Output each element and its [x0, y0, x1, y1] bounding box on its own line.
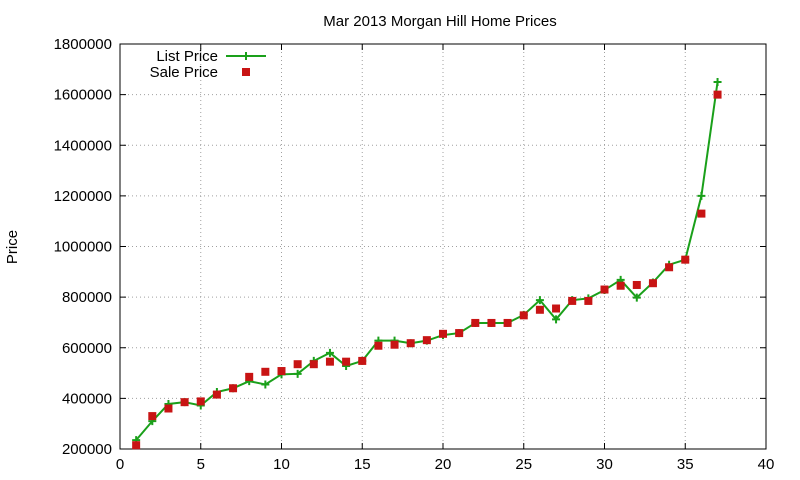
sale-price-point	[164, 404, 173, 413]
y-tick-label: 400000	[62, 390, 112, 407]
sale-price-point	[439, 329, 447, 338]
sale-price-point	[293, 360, 302, 369]
sale-price-point	[681, 255, 690, 264]
sale-price-point	[229, 384, 238, 393]
y-tick-label: 1600000	[54, 87, 112, 104]
legend-label-sale-price: Sale Price	[150, 64, 218, 81]
list-price-point	[261, 380, 270, 389]
list-price-point	[552, 315, 561, 324]
y-axis-label: Price	[4, 230, 21, 264]
sale-price-point	[422, 336, 431, 345]
list-price-line	[135, 81, 719, 441]
legend-plus-glyph	[242, 52, 250, 60]
sale-price-point	[148, 412, 157, 421]
series-layer	[132, 77, 722, 450]
y-tick-label: 200000	[62, 441, 112, 458]
sale-price-point	[632, 280, 641, 289]
sale-price-point	[584, 296, 593, 305]
list-price-point	[697, 191, 706, 200]
x-tick-label: 25	[515, 456, 532, 473]
y-tick-label: 1400000	[54, 137, 112, 154]
sale-price-point	[261, 367, 270, 376]
sale-price-point	[358, 356, 367, 365]
sale-price-point	[406, 339, 415, 348]
sale-price-point	[277, 367, 286, 376]
sale-price-point	[390, 340, 399, 349]
sale-price-point	[648, 279, 657, 288]
y-tick-label: 1200000	[54, 188, 112, 205]
legend-marker-list-price	[242, 52, 250, 60]
sale-price-point	[212, 390, 221, 399]
sale-price-point	[374, 341, 383, 350]
legend-marker-sale-price	[242, 68, 250, 76]
x-tick-label: 0	[116, 456, 124, 473]
legend: List Price Sale Price	[150, 48, 266, 81]
sale-price-point	[665, 263, 674, 272]
x-tick-label: 20	[435, 456, 452, 473]
sale-price-point	[309, 360, 318, 369]
y-tick-label: 800000	[62, 289, 112, 306]
sale-price-point	[471, 318, 480, 327]
sale-price-point	[180, 398, 189, 407]
chart-title: Mar 2013 Morgan Hill Home Prices	[323, 13, 556, 30]
list-price-point	[713, 77, 722, 86]
y-tick-label: 1800000	[54, 36, 112, 53]
sale-price-point	[245, 372, 254, 381]
sale-price-point	[487, 318, 496, 327]
x-tick-label: 15	[354, 456, 371, 473]
sale-price-point	[342, 357, 351, 366]
y-tick-label: 600000	[62, 340, 112, 357]
sale-price-point	[535, 305, 544, 314]
sale-price-point	[713, 90, 722, 99]
y-tick-label: 1000000	[54, 239, 112, 256]
sale-price-point	[600, 285, 609, 294]
x-tick-label: 10	[273, 456, 290, 473]
sale-price-point	[697, 209, 706, 218]
list-price-point	[325, 348, 334, 357]
x-tick-label: 35	[677, 456, 694, 473]
sale-price-point	[503, 318, 512, 327]
sale-price-point	[519, 311, 528, 320]
sale-price-point	[455, 329, 464, 338]
x-tick-label: 30	[596, 456, 613, 473]
axis-ticks: 0 5 10 15 20 25 30 35 40 200000 400000 600000 800000…	[54, 36, 775, 473]
sale-price-point	[552, 304, 561, 313]
sale-price-point	[132, 441, 141, 450]
x-tick-label: 40	[758, 456, 775, 473]
x-tick-label: 5	[197, 456, 205, 473]
sale-price-point	[616, 281, 625, 290]
legend-label-list-price: List Price	[156, 48, 218, 65]
list-price-point	[535, 296, 544, 305]
sale-price-point	[196, 397, 205, 406]
list-price-point	[632, 293, 641, 302]
sale-price-point	[325, 357, 334, 366]
sale-price-point	[568, 296, 577, 305]
list-price-point	[293, 369, 302, 378]
